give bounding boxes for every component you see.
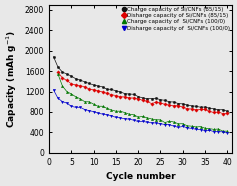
Y-axis label: Capacity (mAh g$^{-1}$): Capacity (mAh g$^{-1}$) <box>5 30 19 128</box>
X-axis label: Cycle number: Cycle number <box>106 172 175 181</box>
Legend: Charge capacity of Si/CNFs (85/15), Disharge capacity of Si/CNFs (85/15), Charge: Charge capacity of Si/CNFs (85/15), Dish… <box>122 6 231 31</box>
